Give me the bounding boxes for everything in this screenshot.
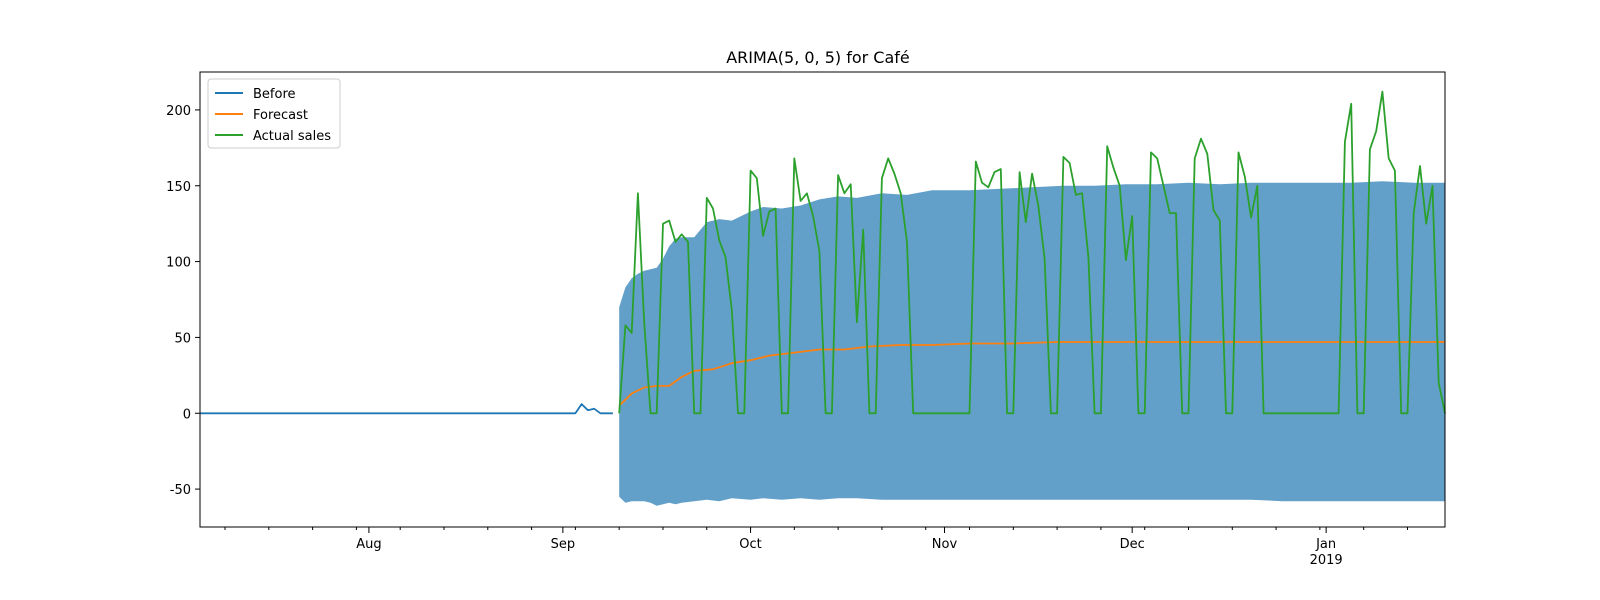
series-line-before [200, 403, 613, 415]
x-tick-label: Dec [1120, 537, 1145, 552]
y-tick-label: 100 [166, 256, 191, 271]
legend-box [207, 78, 341, 149]
y-tick-label: 150 [166, 180, 191, 195]
x-tick-label: Oct [739, 537, 761, 552]
series-line-actual-sales [618, 90, 1446, 415]
y-tick-label: 0 [183, 407, 191, 422]
y-tick-label: 50 [174, 331, 191, 346]
legend-item-forecast-label: Forecast [253, 108, 308, 123]
x-tick-label: Aug [356, 537, 381, 552]
axes-frame [199, 71, 1446, 528]
x-tick-sublabel: 2019 [1310, 553, 1343, 568]
x-tick-label: Jan [1315, 537, 1336, 552]
y-tick-label: 200 [166, 104, 191, 119]
x-tick-label: Sep [551, 537, 576, 552]
chart-title: ARIMA(5, 0, 5) for Café [726, 48, 910, 67]
series-line-forecast [618, 341, 1445, 407]
legend-item-before-label: Before [253, 87, 296, 102]
legend: Before Forecast Actual sales [207, 78, 341, 149]
plot-area [200, 90, 1446, 506]
legend-item-actual-sales-label: Actual sales [253, 129, 331, 144]
y-tick-label: -50 [170, 483, 191, 498]
x-tick-label: Nov [932, 537, 958, 552]
